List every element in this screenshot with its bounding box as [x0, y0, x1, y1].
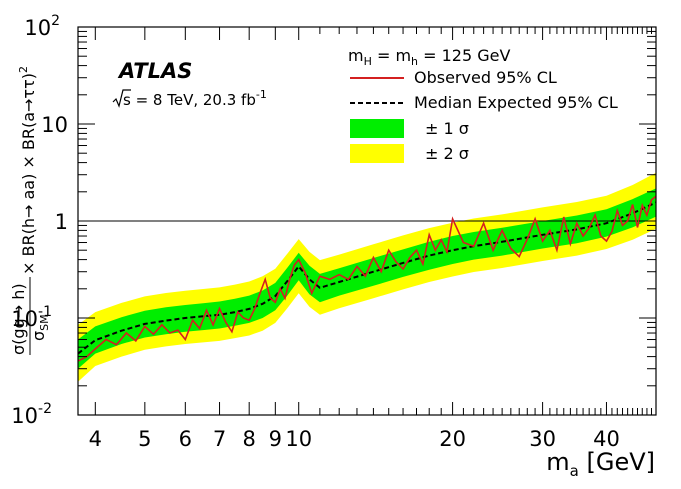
x-tick-label: 4: [89, 427, 102, 451]
svg-text:σSM: σSM: [29, 314, 51, 341]
x-tick-label: 8: [242, 427, 255, 451]
legend: mH = mh = 125 GeV Observed 95% CL Median…: [348, 46, 618, 163]
svg-text:× BR(h→ aa) × BR(a→ττ)2: × BR(h→ aa) × BR(a→ττ)2: [17, 66, 38, 275]
observed-limit-line: [78, 195, 656, 362]
legend-two-sigma-swatch: [350, 144, 404, 163]
legend-header: mH = mh = 125 GeV: [348, 46, 510, 68]
y-axis: 10-2 10-1 1 10 102: [11, 13, 656, 428]
legend-observed-label: Observed 95% CL: [414, 68, 557, 87]
legend-two-sigma-label: ± 2 σ: [425, 144, 469, 163]
sqrt-symbol: [112, 89, 131, 108]
atlas-label: ATLAS: [117, 59, 192, 83]
legend-one-sigma-label: ± 1 σ: [425, 119, 469, 138]
x-tick-label: 40: [593, 427, 620, 451]
plot-area: [78, 172, 656, 382]
svg-text:σ(gg→ h): σ(gg→ h): [9, 283, 28, 355]
legend-one-sigma-swatch: [350, 119, 404, 138]
y-tick-label: 10-2: [11, 401, 52, 428]
x-tick-label: 5: [138, 427, 151, 451]
energy-luminosity-label: s = 8 TeV, 20.3 fb-1: [112, 88, 267, 109]
x-tick-label: 10: [285, 427, 312, 451]
x-tick-label: 7: [213, 427, 226, 451]
y-tick-label: 102: [24, 13, 60, 40]
y-axis-title: σ(gg→ h) σSM × BR(h→ aa) × BR(a→ττ)2: [9, 66, 51, 355]
legend-expected-label: Median Expected 95% CL: [414, 93, 618, 112]
x-tick-label: 20: [439, 427, 466, 451]
y-tick-label: 10: [41, 113, 68, 137]
x-tick-label: 9: [269, 427, 282, 451]
one-sigma-band: [78, 188, 656, 369]
svg-text:s = 8 TeV, 20.3 fb-1: s = 8 TeV, 20.3 fb-1: [123, 88, 267, 109]
x-axis: 4 5 6 7 8 9 10 20 30 40: [89, 27, 653, 451]
x-axis-title: ma [GeV]: [546, 448, 655, 480]
x-tick-label: 6: [179, 427, 192, 451]
median-expected-line: [78, 201, 656, 355]
x-tick-label: 30: [529, 427, 556, 451]
y-tick-label: 1: [55, 210, 68, 234]
y-tick-label: 10-1: [11, 304, 52, 331]
